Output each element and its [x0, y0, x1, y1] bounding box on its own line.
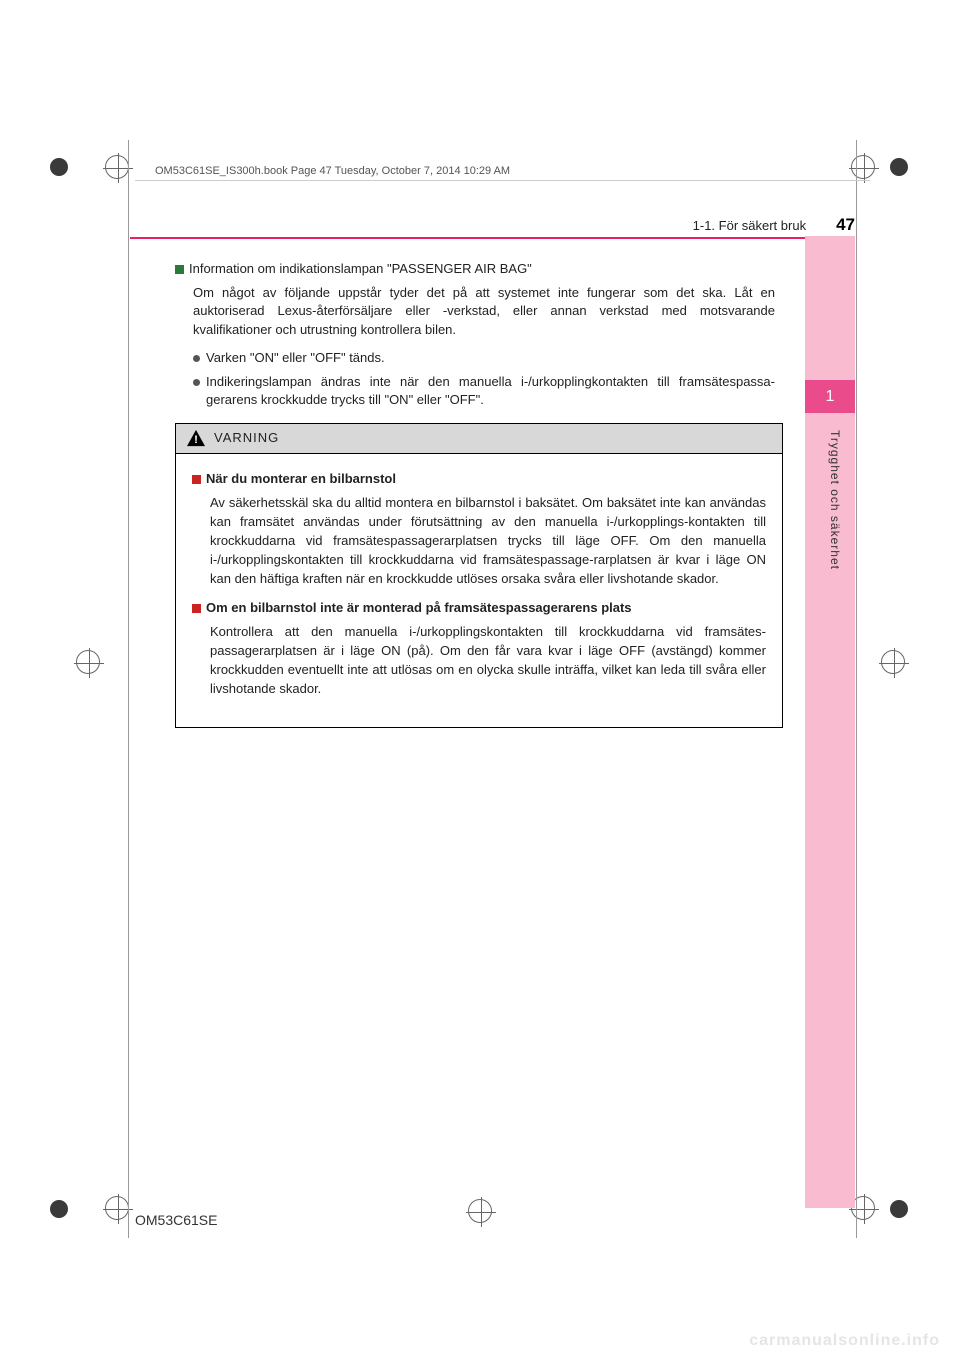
- corner-disc-bottom-right: [890, 1200, 908, 1218]
- page-number: 47: [836, 215, 855, 235]
- registration-mark-icon: [468, 1199, 492, 1223]
- intro-heading-text: Information om indikationslampan "PASSEN…: [189, 261, 532, 276]
- square-bullet-icon: [175, 265, 184, 274]
- intro-paragraph: Om något av följande uppstår tyder det p…: [193, 284, 775, 339]
- crop-line: [128, 140, 129, 1238]
- file-header-text: OM53C61SE_IS300h.book Page 47 Tuesday, O…: [155, 165, 510, 177]
- warning-header: ! VARNING: [176, 424, 782, 453]
- chapter-number: 1: [826, 388, 835, 406]
- warning-heading-text: Om en bilbarnstol inte är monterad på fr…: [206, 600, 632, 615]
- square-bullet-icon: [192, 475, 201, 484]
- crop-line: [856, 140, 857, 1238]
- bullet-text: Varken "ON" eller "OFF" tänds.: [206, 350, 385, 365]
- registration-mark-icon: [105, 1196, 129, 1220]
- document-code: OM53C61SE: [135, 1212, 217, 1228]
- watermark-text: carmanualsonline.info: [749, 1332, 940, 1350]
- intro-heading: Information om indikationslampan "PASSEN…: [175, 260, 775, 278]
- round-bullet-icon: [193, 379, 200, 386]
- warning-body: När du monterar en bilbarnstol Av säkerh…: [176, 454, 782, 727]
- registration-mark-icon: [76, 650, 100, 674]
- registration-mark-icon: [881, 650, 905, 674]
- main-content: Information om indikationslampan "PASSEN…: [175, 260, 775, 728]
- bullet-item: Indikeringslampan ändras inte när den ma…: [193, 373, 775, 409]
- warning-paragraph: Av säkerhetsskäl ska du alltid montera e…: [210, 494, 766, 588]
- warning-section-heading: När du monterar en bilbarnstol: [192, 470, 766, 489]
- corner-disc-top-right: [890, 158, 908, 176]
- square-bullet-icon: [192, 604, 201, 613]
- registration-mark-icon: [851, 155, 875, 179]
- warning-heading-text: När du monterar en bilbarnstol: [206, 471, 396, 486]
- chapter-title-vertical: Trygghet och säkerhet: [828, 430, 842, 570]
- warning-paragraph: Kontrollera att den manuella i-/urkoppli…: [210, 623, 766, 698]
- warning-triangle-icon: !: [186, 429, 206, 447]
- registration-mark-icon: [105, 155, 129, 179]
- header-rule: [135, 180, 870, 181]
- section-title: 1-1. För säkert bruk: [693, 218, 806, 233]
- corner-disc-top-left: [50, 158, 68, 176]
- warning-box: ! VARNING När du monterar en bilbarnstol…: [175, 423, 783, 727]
- corner-disc-bottom-left: [50, 1200, 68, 1218]
- header-accent-bar: [130, 237, 855, 239]
- svg-text:!: !: [194, 434, 198, 446]
- bullet-text: Indikeringslampan ändras inte när den ma…: [206, 374, 775, 407]
- page-container: OM53C61SE_IS300h.book Page 47 Tuesday, O…: [0, 0, 960, 1358]
- chapter-number-tab: 1: [805, 380, 855, 413]
- bullet-item: Varken "ON" eller "OFF" tänds.: [193, 349, 775, 367]
- warning-title: VARNING: [214, 429, 279, 447]
- warning-section-heading: Om en bilbarnstol inte är monterad på fr…: [192, 599, 766, 618]
- page-header: 1-1. För säkert bruk 47: [130, 215, 855, 235]
- round-bullet-icon: [193, 355, 200, 362]
